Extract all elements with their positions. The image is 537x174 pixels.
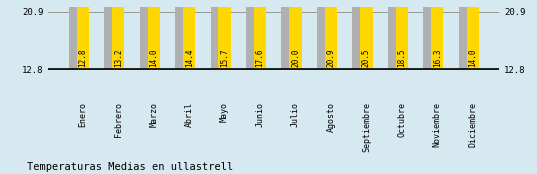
Bar xyxy=(325,0,337,69)
Text: 14.0: 14.0 xyxy=(149,49,158,67)
Text: 15.7: 15.7 xyxy=(220,49,229,67)
Text: 14.0: 14.0 xyxy=(468,49,477,67)
Text: 13.2: 13.2 xyxy=(114,49,123,67)
Text: 18.5: 18.5 xyxy=(397,49,407,67)
Bar xyxy=(104,0,117,69)
Text: 14.4: 14.4 xyxy=(185,49,194,67)
Bar xyxy=(281,0,294,69)
Bar xyxy=(352,0,365,69)
Bar xyxy=(396,0,408,69)
Bar xyxy=(175,0,187,69)
Bar xyxy=(388,0,400,69)
Bar xyxy=(148,0,160,69)
Bar xyxy=(467,0,479,69)
Bar xyxy=(254,0,266,69)
Bar xyxy=(112,0,125,69)
Text: 17.6: 17.6 xyxy=(256,49,265,67)
Bar xyxy=(360,0,373,69)
Bar xyxy=(459,0,471,69)
Bar xyxy=(246,0,258,69)
Bar xyxy=(317,0,329,69)
Bar xyxy=(69,0,81,69)
Bar xyxy=(423,0,436,69)
Bar xyxy=(219,0,231,69)
Text: 16.3: 16.3 xyxy=(433,49,442,67)
Bar xyxy=(211,0,223,69)
Text: 20.9: 20.9 xyxy=(326,49,336,67)
Text: Temperaturas Medias en ullastrell: Temperaturas Medias en ullastrell xyxy=(27,162,233,172)
Text: 20.5: 20.5 xyxy=(362,49,371,67)
Bar xyxy=(431,0,444,69)
Text: 12.8: 12.8 xyxy=(78,49,88,67)
Text: 20.0: 20.0 xyxy=(291,49,300,67)
Bar xyxy=(183,0,195,69)
Bar xyxy=(140,0,152,69)
Bar xyxy=(77,0,89,69)
Bar xyxy=(289,0,302,69)
